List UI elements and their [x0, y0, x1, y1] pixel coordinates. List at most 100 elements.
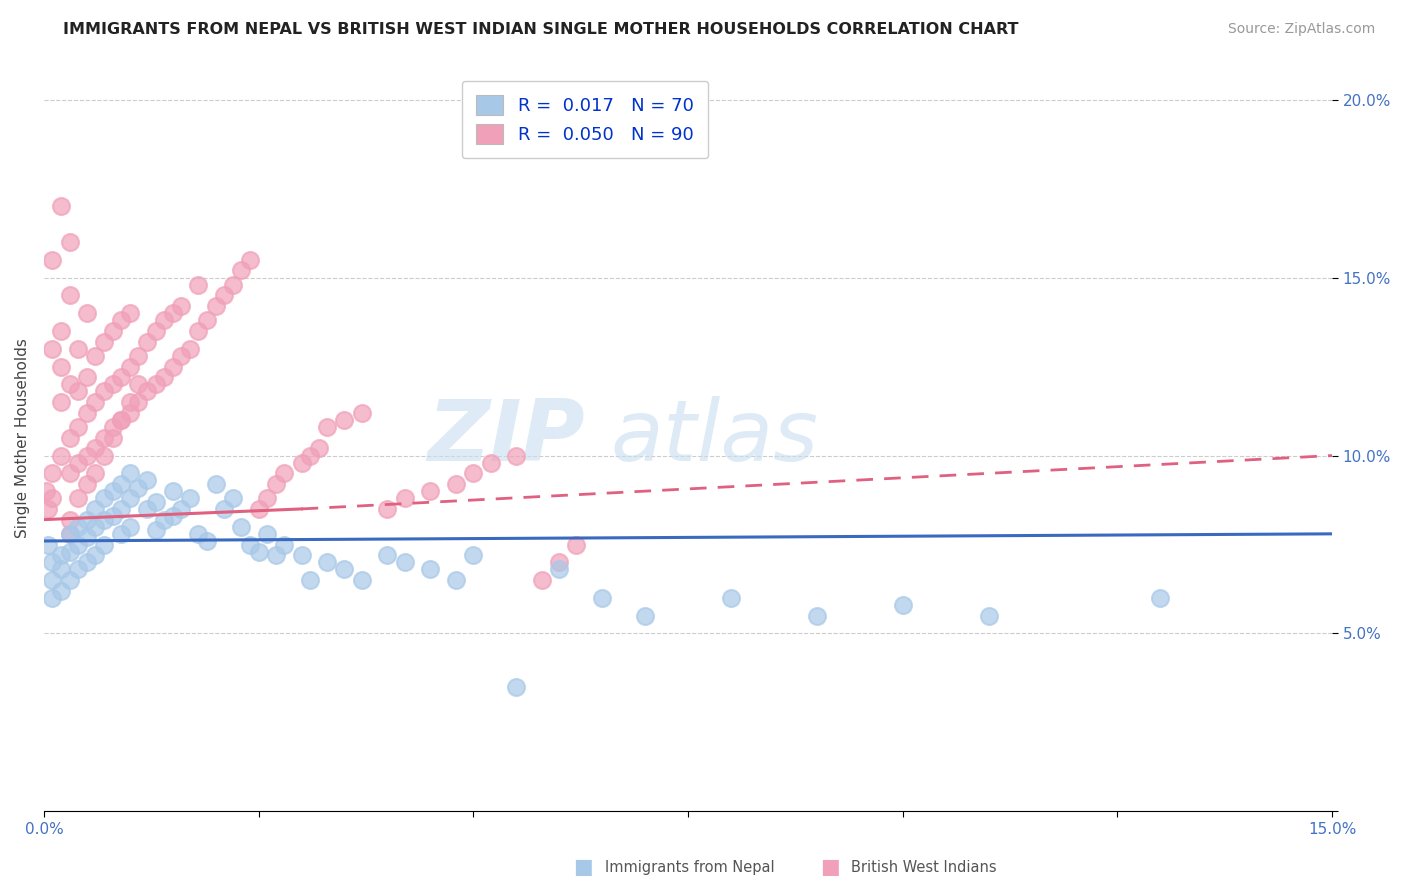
Point [110, 413, 132, 427]
Point [195, 533, 218, 548]
Point [37, 502, 59, 516]
Point [162, 306, 184, 320]
Point [444, 573, 467, 587]
Point [136, 334, 159, 349]
Point [67, 491, 90, 506]
Point [204, 299, 226, 313]
Point [35, 484, 58, 499]
Point [170, 349, 193, 363]
Point [316, 555, 339, 569]
Point [720, 591, 742, 605]
Point [247, 544, 270, 558]
Point [93, 334, 115, 349]
Point [59, 526, 82, 541]
Point [256, 491, 278, 506]
Text: atlas: atlas [610, 396, 818, 479]
Point [1149, 591, 1171, 605]
Point [84, 548, 107, 562]
Point [806, 608, 828, 623]
Point [76, 513, 98, 527]
Point [179, 491, 201, 506]
Point [505, 680, 527, 694]
Point [127, 349, 149, 363]
Point [76, 555, 98, 569]
Point [977, 608, 1000, 623]
Point [67, 537, 90, 551]
Point [49, 395, 72, 409]
Point [136, 384, 159, 399]
Point [273, 537, 295, 551]
Point [118, 395, 141, 409]
Point [41, 342, 63, 356]
Point [505, 449, 527, 463]
Point [247, 502, 270, 516]
Text: ■: ■ [574, 857, 593, 877]
Point [41, 573, 63, 587]
Point [110, 526, 132, 541]
Point [59, 573, 82, 587]
Point [231, 519, 253, 533]
Point [548, 555, 571, 569]
Point [84, 395, 107, 409]
Point [41, 555, 63, 569]
Point [59, 431, 82, 445]
Point [394, 555, 416, 569]
Point [127, 481, 149, 495]
Text: ■: ■ [820, 857, 839, 877]
Point [170, 502, 193, 516]
Point [118, 467, 141, 481]
Point [394, 491, 416, 506]
Point [479, 456, 502, 470]
Point [299, 573, 322, 587]
Text: Immigrants from Nepal: Immigrants from Nepal [605, 860, 775, 874]
Point [145, 377, 167, 392]
Point [93, 431, 115, 445]
Point [145, 495, 167, 509]
Point [333, 413, 356, 427]
Point [101, 324, 124, 338]
Point [76, 477, 98, 491]
Legend: R =  0.017   N = 70, R =  0.050   N = 90: R = 0.017 N = 70, R = 0.050 N = 90 [461, 80, 709, 158]
Point [59, 526, 82, 541]
Point [162, 359, 184, 374]
Point [59, 467, 82, 481]
Point [59, 544, 82, 558]
Point [110, 313, 132, 327]
Point [59, 377, 82, 392]
Point [565, 537, 588, 551]
Point [153, 513, 176, 527]
Point [891, 598, 914, 612]
Point [84, 349, 107, 363]
Point [350, 573, 373, 587]
Point [118, 519, 141, 533]
Point [591, 591, 613, 605]
Point [153, 370, 176, 384]
Point [377, 548, 399, 562]
Point [179, 342, 201, 356]
Point [187, 277, 209, 292]
Point [49, 562, 72, 576]
Point [290, 456, 312, 470]
Point [145, 324, 167, 338]
Point [222, 491, 245, 506]
Point [67, 384, 90, 399]
Point [264, 548, 287, 562]
Point [101, 484, 124, 499]
Point [419, 484, 441, 499]
Point [118, 306, 141, 320]
Point [49, 548, 72, 562]
Point [41, 491, 63, 506]
Point [145, 523, 167, 537]
Point [195, 313, 218, 327]
Point [127, 377, 149, 392]
Point [84, 442, 107, 456]
Point [93, 449, 115, 463]
Point [231, 263, 253, 277]
Point [67, 342, 90, 356]
Point [84, 502, 107, 516]
Point [110, 477, 132, 491]
Point [101, 420, 124, 434]
Point [204, 477, 226, 491]
Point [41, 252, 63, 267]
Point [118, 359, 141, 374]
